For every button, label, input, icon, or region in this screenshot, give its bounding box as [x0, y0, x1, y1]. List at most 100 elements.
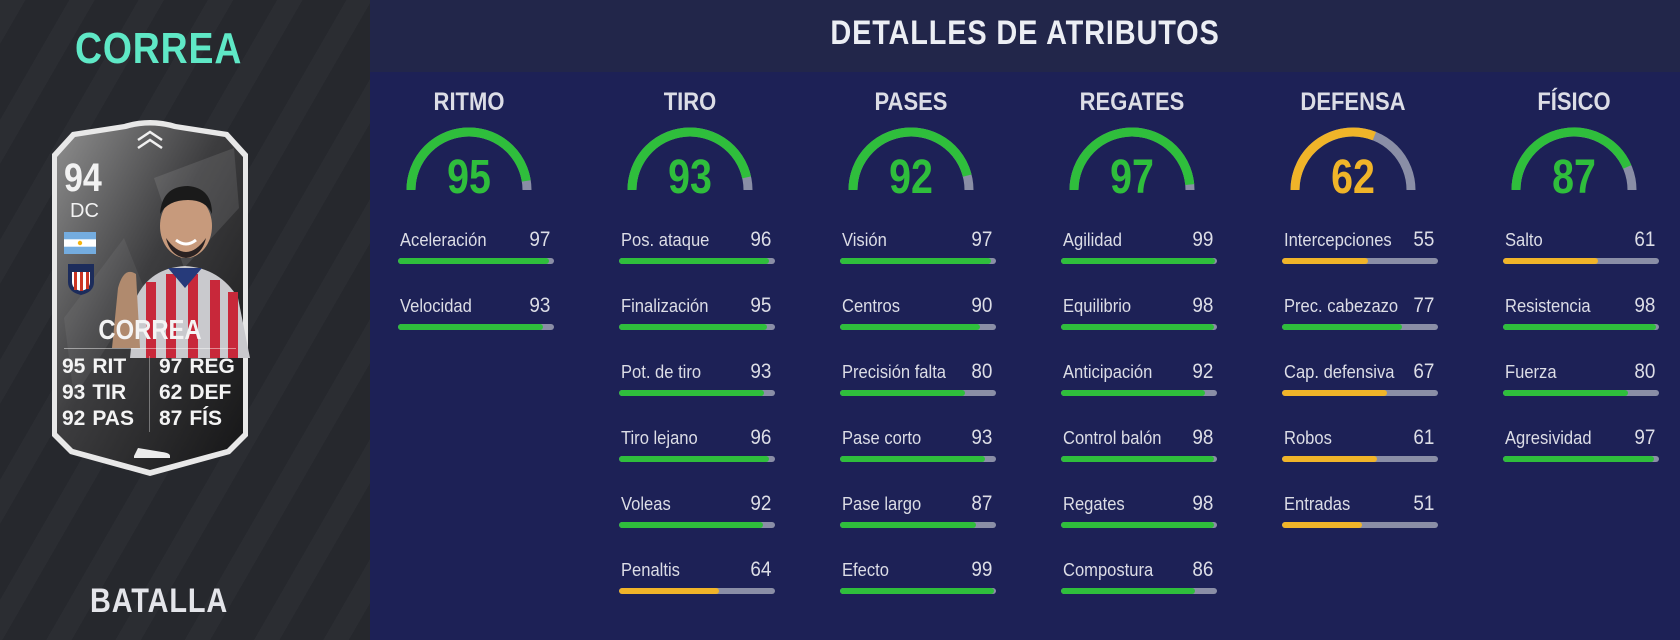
- club-crest-icon: [68, 264, 94, 295]
- attribute-label: Finalización: [621, 296, 709, 316]
- attribute-bar-fill: [1061, 522, 1214, 528]
- attribute-value: 97: [528, 228, 550, 251]
- player-card[interactable]: 94 DC CORREA: [34, 118, 266, 480]
- attribute-label: Penaltis: [621, 560, 680, 580]
- attributes-header: DETALLES DE ATRIBUTOS: [370, 0, 1680, 72]
- page-title: DETALLES DE ATRIBUTOS: [830, 14, 1220, 52]
- attribute-bar-track: [619, 456, 775, 462]
- attribute-bar-track: [398, 324, 554, 330]
- attribute-bar-fill: [619, 324, 768, 330]
- category-title: TIRO: [663, 88, 717, 116]
- attribute-row: Efecto 99: [840, 558, 998, 600]
- card-stat: 95 RIT: [62, 355, 127, 378]
- attribute-bar-track: [1503, 324, 1659, 330]
- card-player-name: CORREA: [98, 314, 202, 345]
- attribute-bar-fill: [398, 324, 544, 330]
- category-value: 87: [1552, 151, 1596, 204]
- category-title: PASES: [874, 88, 948, 116]
- category-gauge: [406, 127, 532, 191]
- gauge-fill: [1511, 127, 1632, 191]
- attribute-label: Intercepciones: [1284, 230, 1392, 250]
- attribute-value: 87: [970, 492, 992, 515]
- category-title: DEFENSA: [1300, 88, 1406, 116]
- attribute-bar-fill: [619, 522, 763, 528]
- attribute-bar-fill: [840, 324, 981, 330]
- attribute-bar-fill: [1282, 258, 1368, 264]
- attribute-label: Fuerza: [1505, 362, 1557, 382]
- attribute-value: 64: [749, 558, 771, 581]
- attribute-columns: RITMO 95 Aceleración 97 Velocidad 93 TIRO 93 Pos…: [370, 72, 1680, 640]
- player-name: CORREA: [75, 24, 243, 73]
- attribute-value: 93: [749, 360, 771, 383]
- attribute-bar-fill: [1282, 522, 1362, 528]
- attribute-bar-fill: [1282, 324, 1403, 330]
- attribute-bar-fill: [1503, 456, 1655, 462]
- attribute-label: Velocidad: [400, 296, 472, 316]
- attribute-bar-track: [619, 390, 775, 396]
- attribute-bar-fill: [619, 456, 769, 462]
- card-type-label: BATALLA: [90, 582, 229, 620]
- attribute-row: Finalización 95: [619, 294, 777, 336]
- attribute-label: Cap. defensiva: [1284, 362, 1395, 382]
- attribute-bar-fill: [1061, 324, 1214, 330]
- attribute-label: Prec. cabezazo: [1284, 296, 1399, 316]
- category-gauge: [1290, 127, 1416, 191]
- attribute-label: Control balón: [1063, 428, 1162, 448]
- category-value: 92: [889, 151, 933, 204]
- attribute-value: 90: [970, 294, 992, 317]
- attribute-bar-track: [840, 588, 996, 594]
- category-value: 93: [668, 151, 712, 204]
- attribute-value: 97: [970, 228, 992, 251]
- attribute-row: Salto 61: [1503, 228, 1661, 270]
- attribute-value: 80: [970, 360, 992, 383]
- attribute-bar-track: [1061, 522, 1217, 528]
- attribute-column-2: PASES 92 Visión 97 Centros 90 Precisión falta 8…: [826, 72, 996, 640]
- category-title: REGATES: [1079, 88, 1185, 116]
- card-stat: 97 REG: [159, 355, 235, 378]
- attribute-row: Tiro lejano 96: [619, 426, 777, 468]
- category-value: 62: [1331, 151, 1375, 204]
- attribute-label: Agilidad: [1063, 230, 1122, 250]
- attribute-value: 61: [1633, 228, 1655, 251]
- attribute-row: Entradas 51: [1282, 492, 1440, 534]
- attribute-row: Pase largo 87: [840, 492, 998, 534]
- attribute-row: Robos 61: [1282, 426, 1440, 468]
- attribute-row: Penaltis 64: [619, 558, 777, 600]
- category-title: RITMO: [433, 88, 505, 116]
- attribute-bar-track: [1282, 456, 1438, 462]
- attribute-row: Cap. defensiva 67: [1282, 360, 1440, 402]
- attribute-value: 99: [1191, 228, 1213, 251]
- attribute-column-4: DEFENSA 62 Intercepciones 55 Prec. cabezazo 7…: [1268, 72, 1438, 640]
- attribute-label: Regates: [1063, 494, 1125, 514]
- attribute-row: Resistencia 98: [1503, 294, 1661, 336]
- attribute-label: Pot. de tiro: [621, 362, 702, 382]
- attribute-bar-track: [1061, 324, 1217, 330]
- boot-icon: [134, 448, 170, 458]
- attribute-bar-fill: [1061, 588, 1196, 594]
- attribute-row: Aceleración 97: [398, 228, 556, 270]
- attribute-value: 96: [749, 426, 771, 449]
- attribute-value: 80: [1633, 360, 1655, 383]
- attribute-bar-track: [619, 588, 775, 594]
- card-stat: 87 FÍS: [159, 407, 223, 430]
- attribute-value: 92: [1191, 360, 1213, 383]
- attribute-label: Voleas: [621, 494, 671, 514]
- attribute-row: Compostura 86: [1061, 558, 1219, 600]
- card-position: DC: [70, 200, 99, 222]
- player-panel: CORREA 94 DC: [0, 0, 370, 640]
- attribute-label: Pase corto: [842, 428, 922, 448]
- gauge-fill: [1069, 127, 1195, 191]
- attribute-label: Aceleración: [400, 230, 487, 250]
- attribute-bar-fill: [619, 588, 719, 594]
- attribute-bar-fill: [840, 390, 965, 396]
- attribute-bar-track: [1061, 456, 1217, 462]
- attribute-row: Control balón 98: [1061, 426, 1219, 468]
- attribute-bar-fill: [1503, 390, 1628, 396]
- attribute-row: Intercepciones 55: [1282, 228, 1440, 270]
- attribute-row: Equilibrio 98: [1061, 294, 1219, 336]
- gauge-fill: [848, 127, 972, 191]
- attribute-bar-fill: [840, 258, 992, 264]
- attribute-bar-track: [1503, 258, 1659, 264]
- attribute-column-0: RITMO 95 Aceleración 97 Velocidad 93: [384, 72, 554, 640]
- attribute-value: 61: [1412, 426, 1434, 449]
